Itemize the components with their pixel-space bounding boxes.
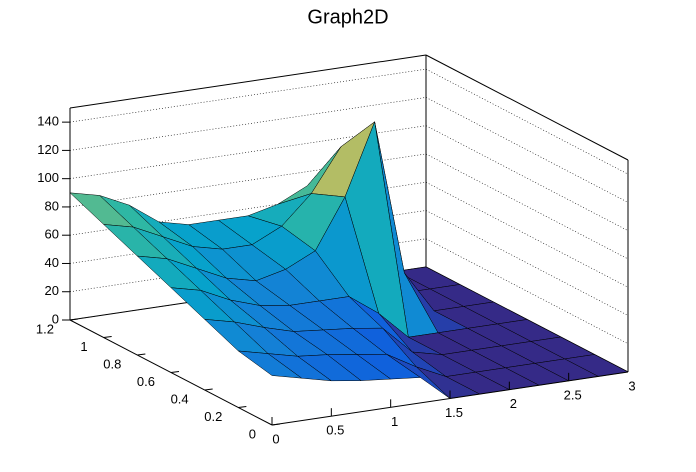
y-tick-label: 0.8 (103, 356, 121, 371)
y-tick-label: 1.2 (36, 321, 54, 336)
z-tick-label: 120 (37, 142, 59, 157)
y-tick (170, 371, 180, 373)
y-tick-label: 0.2 (204, 409, 222, 424)
y-tick-label: 1 (80, 339, 87, 354)
y-tick-label: 0 (249, 426, 256, 441)
z-tick-label: 100 (37, 170, 59, 185)
y-tick-label: 0.4 (171, 391, 189, 406)
box-edge (69, 54, 427, 109)
z-tick-label: 20 (45, 283, 59, 298)
y-tick (69, 318, 79, 321)
box-edge (425, 54, 629, 161)
x-tick-label: 0 (272, 431, 279, 446)
z-tick-label: 140 (37, 114, 59, 129)
z-tick-label: 40 (45, 255, 59, 270)
x-tick-label: 2 (510, 396, 517, 411)
x-tick-label: 2.5 (564, 387, 582, 402)
y-tick (238, 406, 247, 408)
z-tick-label: 60 (45, 227, 59, 242)
x-tick-label: 1 (391, 414, 398, 429)
y-tick (271, 423, 281, 426)
y-tick (137, 353, 146, 356)
surface-cell (237, 350, 303, 379)
chart-title: Graph2D (307, 6, 388, 28)
z-tick-label: 0 (52, 311, 59, 326)
z-tick-label: 80 (45, 198, 59, 213)
y-tick (103, 336, 112, 338)
y-tick (204, 388, 213, 391)
x-tick-label: 3 (628, 378, 635, 393)
x-tick-label: 0.5 (326, 423, 344, 438)
y-tick-label: 0.6 (137, 374, 155, 389)
x-tick-label: 1.5 (445, 405, 463, 420)
